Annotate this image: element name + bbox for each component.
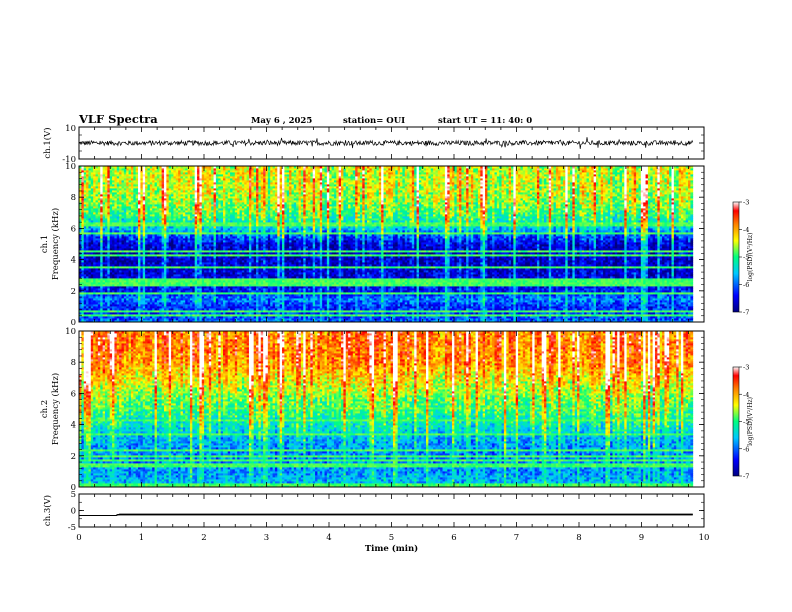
spectrogram-cells xyxy=(79,166,693,322)
start-ut-label: start UT = 11: 40: 0 xyxy=(438,116,532,126)
y-tick-label: 10 xyxy=(65,124,76,134)
y-axis-label: ch.1(V) xyxy=(42,127,53,158)
date-label: May 6 , 2025 xyxy=(251,116,312,126)
ch1-waveform-line xyxy=(79,137,693,149)
station-label: station= OUI xyxy=(343,116,405,126)
figure-title: VLF Spectra xyxy=(78,112,158,126)
